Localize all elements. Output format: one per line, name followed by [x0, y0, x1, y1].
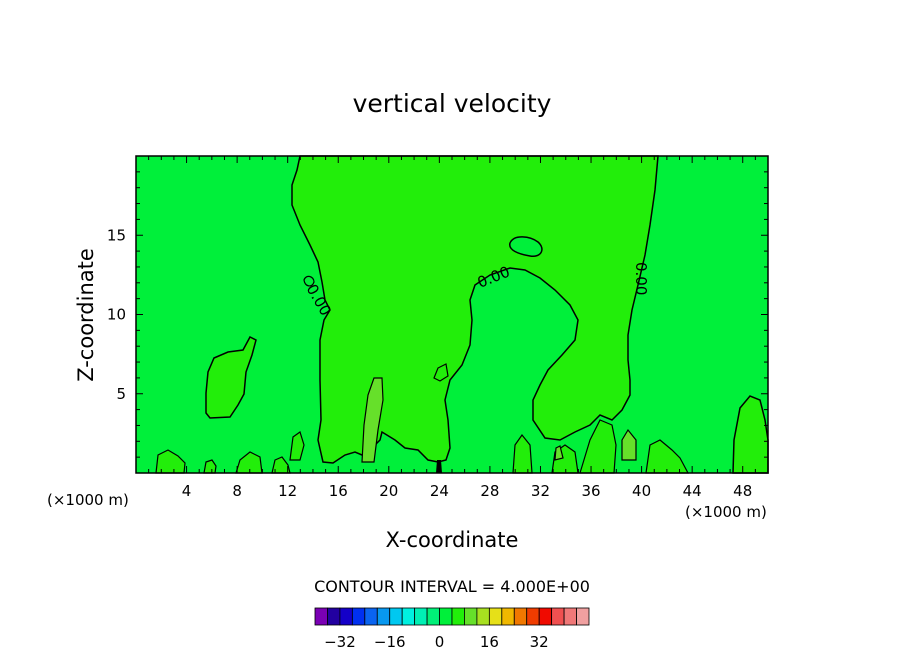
x-tick-label: 36	[581, 482, 600, 500]
colorbar-swatch	[451, 607, 465, 626]
chart-title: vertical velocity	[353, 89, 552, 118]
downdraft-contour	[509, 236, 543, 258]
colorbar-tick-label: −32	[324, 633, 356, 651]
colorbar-tick-label: 16	[480, 633, 499, 651]
x-tick-label: 4	[182, 482, 192, 500]
updraft-region-left	[205, 336, 257, 419]
contour-interval: CONTOUR INTERVAL = 4.000E+00	[314, 577, 590, 596]
colorbar-tick-label: 0	[435, 633, 445, 651]
colorbar-swatch	[464, 607, 478, 626]
x-tick-label: 48	[733, 482, 752, 500]
updraft-core	[361, 377, 384, 463]
colorbar-swatch	[488, 607, 503, 626]
colorbar-swatch	[327, 607, 341, 626]
updraft-core	[554, 445, 564, 461]
colorbar-swatch	[351, 607, 366, 626]
colorbar-tick-labels: −32 −16 0 16 32	[324, 633, 549, 651]
colorbar-swatch	[476, 607, 490, 626]
x-tick-label: 12	[278, 482, 297, 500]
colorbar-swatch	[439, 607, 453, 626]
colorbar-swatch	[401, 607, 416, 626]
colorbar-tick-label: 32	[530, 633, 549, 651]
colorbar-swatch	[339, 607, 353, 626]
y-tick-label: 5	[116, 385, 126, 403]
colorbar-swatch	[414, 607, 428, 626]
contour-label: 0.00	[632, 262, 650, 295]
colorbar-swatch	[501, 607, 515, 626]
x-tick-label: 28	[480, 482, 499, 500]
updraft-blob	[289, 431, 305, 461]
y-axis-label: Z-coordinate	[74, 248, 98, 382]
x-tick-label: 44	[683, 482, 702, 500]
colorbar-swatch	[376, 607, 391, 626]
colorbar-swatch	[426, 607, 440, 626]
colorbar	[314, 607, 590, 626]
contour-fields	[155, 155, 769, 474]
y-tick-label: 10	[107, 306, 126, 324]
colorbar-swatch	[389, 607, 403, 626]
x-unit-right: (×1000 m)	[685, 503, 767, 521]
x-unit-left: (×1000 m)	[47, 491, 129, 509]
colorbar-swatch	[576, 607, 590, 626]
colorbar-swatch	[551, 607, 565, 626]
colorbar-tick-label: −16	[374, 633, 406, 651]
updraft-region-main	[291, 155, 659, 464]
y-tick-label: 15	[107, 226, 126, 244]
x-tick-label: 20	[379, 482, 398, 500]
x-tick-label: 8	[232, 482, 242, 500]
y-axis-ticks: 5 10 15	[107, 171, 768, 458]
updraft-core	[621, 428, 637, 461]
x-tick-label: 40	[632, 482, 651, 500]
x-axis-ticks: 4 8 12 16 20 24 28 32 36 40 44 48	[148, 156, 756, 500]
colorbar-swatch	[538, 607, 553, 626]
colorbar-swatch	[526, 607, 540, 626]
colorbar-swatch	[314, 607, 328, 626]
colorbar-swatch	[563, 607, 577, 626]
colorbar-swatch	[513, 607, 528, 626]
updraft-blob	[433, 363, 449, 382]
x-tick-label: 32	[531, 482, 550, 500]
x-tick-label: 16	[329, 482, 348, 500]
colorbar-swatch	[364, 607, 378, 626]
downdraft-contour	[303, 275, 315, 287]
x-axis-label: X-coordinate	[386, 528, 519, 552]
x-tick-label: 24	[430, 482, 449, 500]
